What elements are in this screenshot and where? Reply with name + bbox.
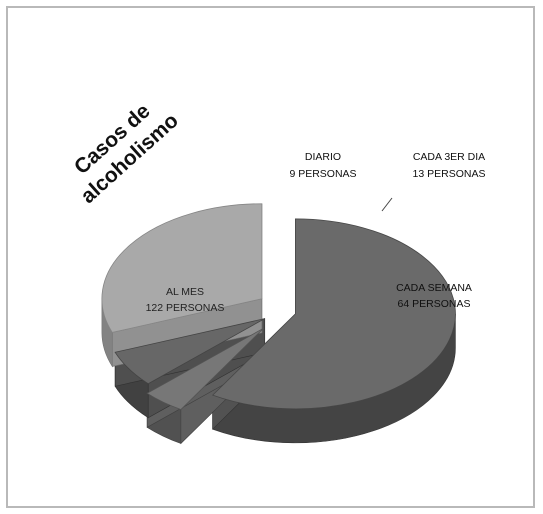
slice-label-cada-3er-dia-line-2: 13 PERSONAS <box>413 168 486 180</box>
slice-label-cada-semana-line-2: 64 PERSONAS <box>398 298 471 310</box>
slice-label-al-mes-line-1: AL MES <box>166 286 204 298</box>
slice-label-cada-semana-line-1: CADA SEMANA <box>396 282 472 294</box>
pie-slice-2 <box>114 318 265 385</box>
chart-title: Casos de alcoholismo <box>70 99 183 208</box>
slice-label-diario-line-1: DIARIO <box>305 151 341 163</box>
pie-slice-1 <box>146 327 264 410</box>
slice-label-diario-line-2: 9 PERSONAS <box>289 168 356 180</box>
pie-slice-0 <box>211 218 456 410</box>
pie-slices <box>101 203 456 445</box>
pie-labels: AL MES 122 PERSONAS DIARIO 9 PERSONAS CA… <box>146 151 486 314</box>
slice-label-al-mes-line-2: 122 PERSONAS <box>146 302 225 314</box>
slice-label-cada-3er-dia-line-1: CADA 3ER DIA <box>413 151 485 163</box>
leader-line-cada-3er-dia <box>381 197 393 212</box>
pie-slice-3 <box>101 203 263 333</box>
